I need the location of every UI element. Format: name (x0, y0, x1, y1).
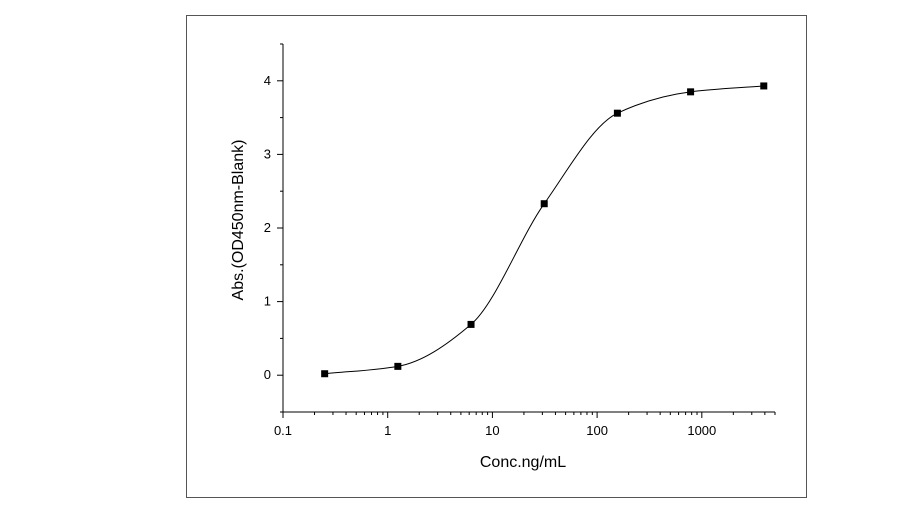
x-tick-label: 10 (485, 423, 499, 438)
x-tick-label: 1 (384, 423, 391, 438)
data-point (613, 109, 621, 117)
y-tick-label: 3 (264, 146, 271, 161)
fit-curve-layer (324, 85, 764, 375)
y-tick-label: 0 (264, 367, 271, 382)
data-point (760, 82, 768, 90)
axes: 0 1 2 3 4 0.1 1 10 100 1000 (264, 43, 776, 438)
y-tick-label: 1 (264, 294, 271, 309)
data-point (687, 88, 695, 96)
y-tick-label: 2 (264, 220, 271, 235)
data-points (321, 82, 768, 378)
y-tick-label: 4 (264, 73, 271, 88)
data-point (394, 362, 402, 370)
fit-curve (324, 85, 764, 375)
y-axis-title: Abs.(OD450nm-Blank) (230, 140, 247, 301)
x-tick-label: 100 (586, 423, 608, 438)
x-tick-label: 0.1 (274, 423, 292, 438)
chart-plot: 0 1 2 3 4 0.1 1 10 100 1000 Conc.ng/mL Abs.(OD450… (230, 43, 776, 471)
chart-frame: 0 1 2 3 4 0.1 1 10 100 1000 Conc.ng/mL Abs.(OD450… (186, 15, 807, 498)
data-point (467, 320, 475, 328)
x-tick-label: 1000 (687, 423, 716, 438)
data-point (540, 200, 548, 208)
data-point (321, 370, 329, 378)
x-axis-title: Conc.ng/mL (480, 454, 566, 471)
